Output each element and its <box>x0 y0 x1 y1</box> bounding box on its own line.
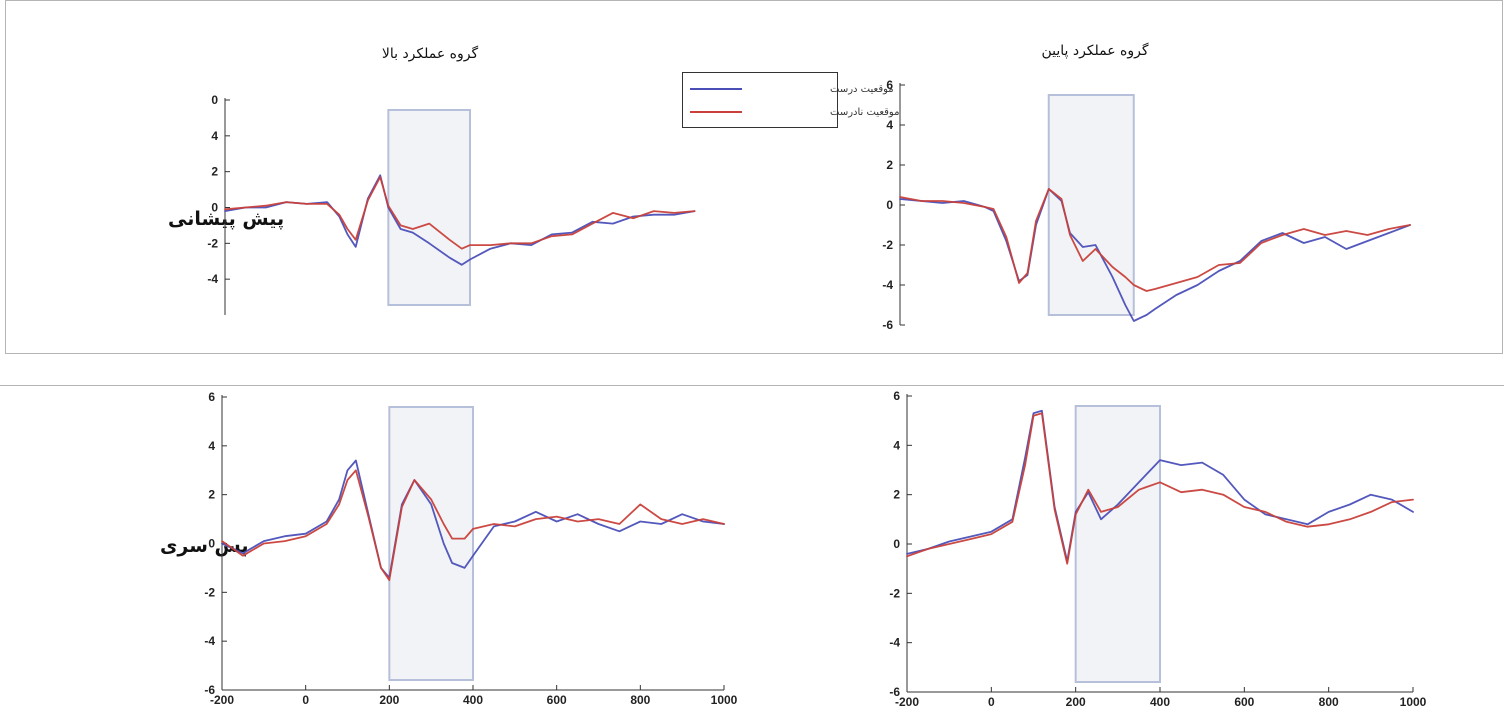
x-tick-label: 1000 <box>711 693 738 707</box>
series-line-correct <box>906 409 1414 563</box>
y-tick-label: -4 <box>882 278 893 292</box>
y-tick-label: 0 <box>211 201 218 215</box>
column-title-low: گروه عملکرد پایین <box>1041 42 1148 59</box>
series-line-incorrect <box>906 412 1414 565</box>
series-line-incorrect <box>899 188 1411 292</box>
y-tick-label: 4 <box>886 118 893 132</box>
series-line-incorrect <box>224 176 696 250</box>
x-tick-label: 400 <box>463 693 483 707</box>
x-tick-label: -200 <box>210 693 234 707</box>
legend-label-correct: موقعیت درست <box>830 84 894 95</box>
analysis-window <box>1047 94 1135 316</box>
analysis-window <box>387 109 472 306</box>
x-tick-label: 800 <box>630 693 650 707</box>
y-tick-label: 2 <box>211 165 218 179</box>
x-tick-label: 0 <box>302 693 309 707</box>
analysis-window <box>388 406 475 681</box>
legend: موقعیت درست موقعیت نادرست <box>682 72 899 128</box>
top-row-frame <box>5 0 1503 354</box>
chart-prefrontal-high: -4 -2 0 2 4 0 <box>207 93 696 315</box>
row-label-prefrontal: پیش پیشانی <box>168 208 284 230</box>
x-tick-label: 600 <box>547 693 567 707</box>
y-tick-label: -6 <box>204 683 215 697</box>
y-tick-label: 0 <box>211 93 218 107</box>
x-tick-label: 600 <box>1234 695 1254 709</box>
y-tick-label: 4 <box>208 439 215 453</box>
chart-occipital-high: -6 -4 -2 0 2 4 6 -200 0 200 400 600 800 1000 <box>204 390 737 707</box>
chart-occipital-low: -6 -4 -2 0 2 4 6 -200 0 200 400 600 800 1000 <box>889 389 1426 709</box>
y-tick-label: 0 <box>208 537 215 551</box>
x-tick-label: 0 <box>988 695 995 709</box>
series-line-correct <box>899 188 1411 322</box>
y-tick-label: 0 <box>886 198 893 212</box>
series-line-correct <box>224 174 696 266</box>
y-tick-label: 6 <box>208 390 215 404</box>
y-tick-label: 2 <box>893 488 900 502</box>
y-tick-label: 4 <box>211 129 218 143</box>
y-tick-label: -6 <box>882 318 893 332</box>
y-tick-label: -4 <box>204 634 215 648</box>
column-title-high: گروه عملکرد بالا <box>382 45 479 62</box>
y-tick-label: 0 <box>893 537 900 551</box>
legend-label-incorrect: موقعیت نادرست <box>830 107 899 118</box>
y-tick-label: -4 <box>207 272 218 286</box>
y-tick-label: -2 <box>889 586 900 600</box>
legend-box <box>682 72 838 128</box>
x-tick-label: 400 <box>1150 695 1170 709</box>
chart-prefrontal-low: -6 -4 -2 0 2 4 6 <box>882 78 1411 332</box>
y-tick-label: 6 <box>893 389 900 403</box>
y-tick-label: 6 <box>886 78 893 92</box>
y-tick-label: 4 <box>893 438 900 452</box>
row-label-occipital: پس سری <box>160 535 249 557</box>
y-tick-label: -2 <box>882 238 893 252</box>
x-tick-label: 200 <box>379 693 399 707</box>
y-tick-label: 2 <box>886 158 893 172</box>
y-tick-label: -2 <box>204 585 215 599</box>
x-tick-label: 1000 <box>1400 695 1427 709</box>
y-tick-label: -2 <box>207 236 218 250</box>
y-tick-label: -6 <box>889 685 900 699</box>
y-tick-label: 2 <box>208 488 215 502</box>
series-line-incorrect <box>221 469 725 581</box>
x-tick-label: 200 <box>1066 695 1086 709</box>
x-tick-label: 800 <box>1319 695 1339 709</box>
series-line-correct <box>221 459 725 579</box>
y-tick-label: -4 <box>889 636 900 650</box>
analysis-window <box>1074 405 1161 683</box>
x-tick-label: -200 <box>895 695 919 709</box>
